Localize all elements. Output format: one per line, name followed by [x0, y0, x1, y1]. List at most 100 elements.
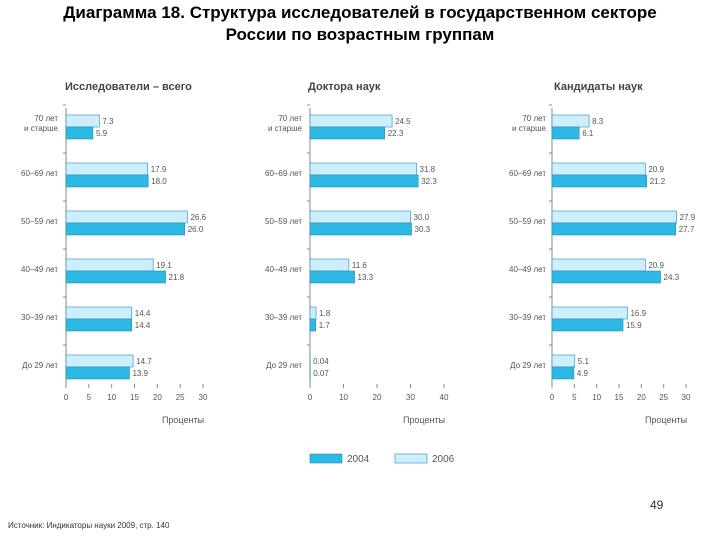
- data-label-2006: 31.8: [420, 165, 436, 174]
- category-label: 50–59 лет: [21, 217, 58, 226]
- data-label-2004: 18.0: [151, 177, 167, 186]
- x-axis-label: Проценты: [645, 415, 687, 425]
- data-label-2006: 24.5: [395, 117, 411, 126]
- title-line-1: Диаграмма 18. Структура исследователей в…: [63, 3, 657, 22]
- category-label: 40–49 лет: [21, 265, 58, 274]
- legend-swatch-2006: [394, 453, 428, 464]
- bar-2004: [65, 318, 133, 332]
- data-label-2006: 19.1: [156, 261, 172, 270]
- data-label-2004: 13.9: [132, 369, 148, 378]
- x-tick-label: 30: [406, 393, 415, 402]
- data-label-2006: 0.04: [313, 357, 329, 366]
- bar-2004: [551, 366, 575, 380]
- bar-2004: [551, 318, 624, 332]
- chart-title: Кандидаты наук: [554, 81, 643, 93]
- x-tick-label: 20: [373, 393, 382, 402]
- category-label: 30–39 лет: [21, 313, 58, 322]
- data-label-2004: 24.3: [664, 273, 680, 282]
- data-label-2006: 14.4: [135, 309, 151, 318]
- category-label: 50–59 лет: [265, 217, 302, 226]
- data-label-2006: 30.0: [414, 213, 430, 222]
- bar-2006: [309, 258, 350, 272]
- data-label-2004: 32.3: [421, 177, 437, 186]
- data-label-2006: 8.3: [592, 117, 604, 126]
- legend-label-2004: 2004: [347, 454, 370, 465]
- title-line-2: России по возрастным группам: [225, 25, 495, 44]
- bar-2004: [551, 126, 580, 140]
- bar-2004: [65, 126, 94, 140]
- x-axis-label: Проценты: [162, 415, 204, 425]
- data-label-2004: 22.3: [388, 129, 404, 138]
- data-label-2004: 30.3: [415, 225, 431, 234]
- category-label: 60–69 лет: [509, 169, 546, 178]
- bar-2004: [309, 222, 412, 236]
- page-title: Диаграмма 18. Структура исследователей в…: [0, 2, 720, 46]
- category-label: 70 лет и старше: [512, 114, 547, 133]
- data-label-2006: 14.7: [136, 357, 152, 366]
- data-label-2006: 16.9: [630, 309, 646, 318]
- x-tick-label: 30: [682, 393, 691, 402]
- data-label-2006: 7.3: [102, 117, 114, 126]
- data-label-2006: 5.1: [578, 357, 590, 366]
- legend: 2004 2006: [309, 453, 455, 465]
- data-label-2004: 27.7: [679, 225, 695, 234]
- x-tick-label: 25: [176, 393, 185, 402]
- bar-2006: [309, 210, 411, 224]
- bar-2004: [309, 270, 355, 284]
- data-label-2006: 17.9: [151, 165, 167, 174]
- category-label: До 29 лет: [510, 361, 546, 370]
- bar-2006: [551, 306, 628, 320]
- x-axis-label: Проценты: [403, 415, 445, 425]
- category-label: До 29 лет: [22, 361, 58, 370]
- x-tick-label: 20: [637, 393, 646, 402]
- bar-2006: [551, 162, 646, 176]
- data-label-2004: 14.4: [135, 321, 151, 330]
- x-tick-label: 15: [130, 393, 139, 402]
- data-label-2006: 11.6: [352, 261, 368, 270]
- x-tick-label: 5: [87, 393, 92, 402]
- bar-2006: [309, 114, 393, 128]
- x-tick-label: 10: [592, 393, 601, 402]
- chart-title: Исследователи – всего: [65, 81, 192, 93]
- bar-2004: [551, 270, 661, 284]
- bar-2006: [65, 114, 100, 128]
- page-number: 49: [650, 498, 664, 512]
- bar-2006: [551, 210, 677, 224]
- x-tick-label: 0: [64, 393, 69, 402]
- data-label-2004: 21.2: [650, 177, 666, 186]
- bar-2006: [65, 306, 133, 320]
- bar-2006: [551, 114, 590, 128]
- bar-2004: [65, 222, 186, 236]
- category-label: До 29 лет: [266, 361, 302, 370]
- bar-2004: [551, 174, 647, 188]
- bar-2006: [65, 210, 188, 224]
- bar-2004: [65, 270, 166, 284]
- data-label-2006: 20.9: [648, 261, 664, 270]
- bar-2004: [309, 174, 419, 188]
- bar-2006: [309, 162, 417, 176]
- bar-2006: [309, 306, 317, 320]
- category-label: 50–59 лет: [509, 217, 546, 226]
- x-tick-label: 0: [550, 393, 555, 402]
- data-label-2006: 26.6: [190, 213, 206, 222]
- x-tick-label: 20: [153, 393, 162, 402]
- x-tick-label: 5: [572, 393, 577, 402]
- data-label-2004: 0.07: [313, 369, 329, 378]
- data-label-2004: 26.0: [188, 225, 204, 234]
- x-tick-label: 30: [199, 393, 208, 402]
- data-label-2006: 1.8: [319, 309, 331, 318]
- category-label: 60–69 лет: [21, 169, 58, 178]
- bar-2006: [65, 354, 134, 368]
- category-label: 30–39 лет: [509, 313, 546, 322]
- bar-2004: [309, 318, 316, 332]
- legend-swatch-2004: [309, 453, 343, 464]
- bar-2004: [65, 366, 130, 380]
- bar-2006: [65, 162, 149, 176]
- x-tick-label: 10: [107, 393, 116, 402]
- category-label: 60–69 лет: [265, 169, 302, 178]
- chart-title: Доктора наук: [308, 81, 381, 93]
- bar-2004: [551, 222, 677, 236]
- x-tick-label: 0: [308, 393, 313, 402]
- category-label: 70 лет и старше: [24, 114, 59, 133]
- bar-2006: [65, 258, 154, 272]
